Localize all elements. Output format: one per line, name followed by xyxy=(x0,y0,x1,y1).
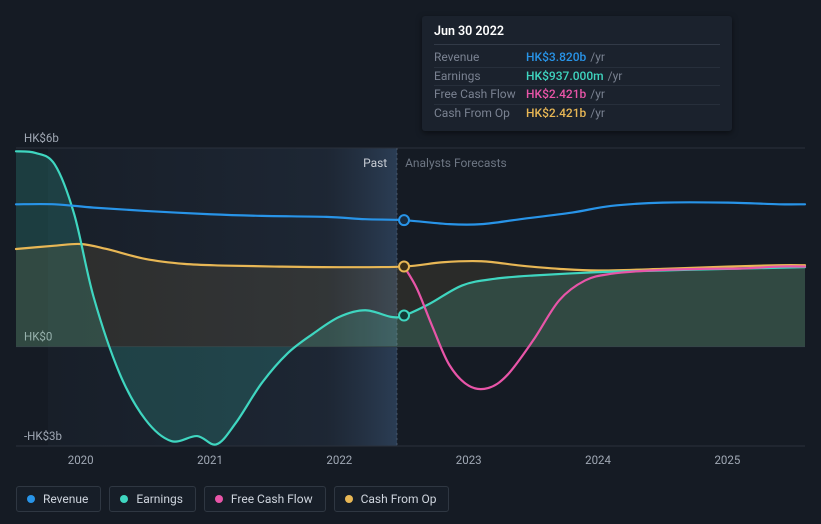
legend-dot-icon xyxy=(120,495,128,503)
x-axis-label: 2021 xyxy=(197,453,223,467)
tooltip-row-value: HK$3.820b xyxy=(526,50,586,66)
tooltip-row-label: Revenue xyxy=(434,50,526,66)
tooltip-row: Free Cash FlowHK$2.421b/yr xyxy=(434,86,720,105)
tooltip-row-value: HK$937.000m xyxy=(526,69,604,85)
legend-item-fcf[interactable]: Free Cash Flow xyxy=(204,486,326,512)
legend-item-earnings[interactable]: Earnings xyxy=(109,486,196,512)
tooltip-title: Jun 30 2022 xyxy=(434,24,720,45)
tooltip-row: RevenueHK$3.820b/yr xyxy=(434,49,720,68)
x-axis-label: 2024 xyxy=(585,453,611,467)
x-axis-label: 2023 xyxy=(456,453,482,467)
tooltip-row-label: Free Cash Flow xyxy=(434,87,526,103)
legend-dot-icon xyxy=(215,495,223,503)
marker-cfo xyxy=(399,262,409,272)
legend-item-cfo[interactable]: Cash From Op xyxy=(334,486,450,512)
legend-item-label: Revenue xyxy=(43,492,88,506)
tooltip-row: EarningsHK$937.000m/yr xyxy=(434,68,720,87)
tooltip-row-value: HK$2.421b xyxy=(526,106,586,122)
tooltip-row-value: HK$2.421b xyxy=(526,87,586,103)
legend-dot-icon xyxy=(345,495,353,503)
legend-item-revenue[interactable]: Revenue xyxy=(16,486,101,512)
x-axis-label: 2025 xyxy=(714,453,740,467)
y-axis-label: -HK$3b xyxy=(24,429,62,443)
marker-revenue xyxy=(399,215,409,225)
x-axis-label: 2020 xyxy=(68,453,94,467)
legend-dot-icon xyxy=(27,495,35,503)
tooltip-row-label: Cash From Op xyxy=(434,106,526,122)
tooltip: Jun 30 2022 RevenueHK$3.820b/yrEarningsH… xyxy=(422,16,732,131)
legend-item-label: Earnings xyxy=(136,492,183,506)
region-label-past: Past xyxy=(363,156,387,170)
tooltip-row: Cash From OpHK$2.421b/yr xyxy=(434,105,720,123)
tooltip-row-unit: /yr xyxy=(608,69,623,85)
tooltip-row-unit: /yr xyxy=(590,106,605,122)
legend-item-label: Cash From Op xyxy=(361,492,437,506)
legend: Revenue Earnings Free Cash Flow Cash From O… xyxy=(16,486,449,512)
series-fill-cfo xyxy=(16,244,805,347)
tooltip-row-label: Earnings xyxy=(434,69,526,85)
tooltip-row-unit: /yr xyxy=(590,87,605,103)
x-axis-label: 2022 xyxy=(326,453,352,467)
y-axis-label: HK$6b xyxy=(24,131,59,145)
marker-earnings xyxy=(399,311,409,321)
chart-root: HK$6bHK$0-HK$3b202020212022202320242025 … xyxy=(0,0,821,524)
legend-item-label: Free Cash Flow xyxy=(231,492,313,506)
region-label-forecast: Analysts Forecasts xyxy=(405,156,507,170)
tooltip-row-unit: /yr xyxy=(590,50,605,66)
